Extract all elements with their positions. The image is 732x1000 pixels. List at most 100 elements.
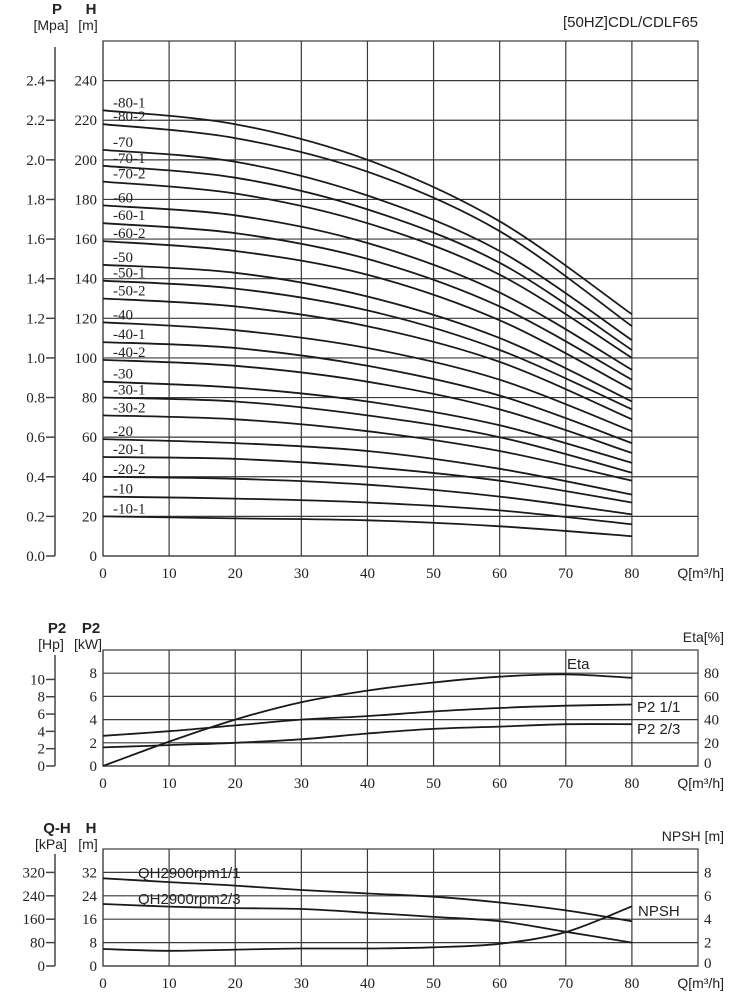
x-tick-label: 30	[294, 566, 309, 582]
curve-label: -40-1	[113, 327, 146, 343]
x-tick-label: 0	[99, 566, 107, 582]
x-tick-label: 50	[426, 566, 441, 582]
x-tick-label: 80	[624, 776, 639, 792]
outer-tick-label: 1.4	[26, 272, 45, 288]
x-tick-label: 10	[162, 776, 177, 792]
outer-axis-unit: [Mpa]	[33, 17, 68, 33]
right-tick-label: 40	[704, 713, 719, 729]
x-axis-label: Q[m³/h]	[677, 565, 724, 581]
series-line	[102, 673, 632, 767]
x-tick-label: 40	[360, 976, 375, 992]
curve-label: -50-2	[113, 284, 146, 300]
series-label: NPSH	[638, 903, 680, 920]
curve-label: -40-2	[113, 345, 146, 361]
series-line	[102, 164, 633, 351]
y-tick-label: 100	[75, 351, 98, 367]
left-axis-label: P2	[82, 620, 100, 637]
curve-label: -30	[113, 367, 133, 383]
y-tick-label: 40	[82, 470, 97, 486]
series-line	[102, 297, 633, 421]
series-line	[102, 703, 632, 737]
x-tick-label: 80	[624, 976, 639, 992]
y-tick-label: 120	[75, 311, 98, 327]
series-line	[102, 396, 633, 474]
right-axis-label: NPSH [m]	[662, 828, 724, 844]
outer-tick-label: 1.8	[26, 192, 45, 208]
left-axis-unit: [m]	[78, 17, 97, 33]
outer-tick-label: 4	[38, 724, 46, 740]
curve-label: -60	[113, 190, 133, 206]
y-tick-label: 60	[82, 430, 97, 446]
outer-axis-unit: [Hp]	[38, 636, 64, 652]
y-tick-label: 20	[82, 509, 97, 525]
x-tick-label: 30	[294, 976, 309, 992]
curve-label: -50-1	[113, 266, 146, 282]
curve-label: -10-1	[113, 501, 146, 517]
y-tick-label: 32	[82, 865, 97, 881]
outer-axis-unit: [kPa]	[35, 836, 67, 852]
series-line	[102, 279, 633, 411]
x-tick-label: 60	[492, 776, 507, 792]
x-tick-label: 40	[360, 566, 375, 582]
x-tick-label: 40	[360, 776, 375, 792]
x-tick-label: 20	[228, 566, 243, 582]
series-line	[102, 321, 633, 433]
y-tick-label: 0	[90, 759, 98, 775]
outer-tick-label: 2	[38, 742, 46, 758]
outer-tick-label: 160	[23, 912, 46, 928]
x-tick-label: 30	[294, 776, 309, 792]
series-line	[102, 905, 633, 952]
curve-label: -30-2	[113, 400, 146, 416]
series-line	[102, 903, 633, 944]
outer-tick-label: 320	[23, 865, 46, 881]
right-tick-label: 6	[704, 889, 712, 905]
y-tick-label: 6	[90, 689, 98, 705]
series-line	[102, 204, 633, 371]
y-tick-label: 0	[90, 549, 98, 565]
y-tick-label: 4	[90, 713, 98, 729]
outer-tick-label: 0.2	[26, 509, 45, 525]
y-tick-label: 16	[82, 912, 98, 928]
series-line	[102, 515, 632, 538]
chart-2: 0 10 20 30 40 50 60 70 80024680246810020406080Et…	[30, 620, 724, 792]
outer-tick-label: 0.4	[26, 470, 45, 486]
outer-tick-label: 1.2	[26, 311, 45, 327]
plot-frame	[102, 649, 699, 767]
x-tick-label: 20	[228, 976, 243, 992]
outer-tick-label: 2.4	[26, 74, 45, 90]
plot-frame	[102, 848, 699, 967]
right-tick-label: 20	[704, 736, 719, 752]
y-tick-label: 24	[82, 889, 98, 905]
series-line	[102, 341, 633, 444]
outer-tick-label: 10	[30, 672, 45, 688]
series-line	[102, 414, 633, 482]
x-axis-label: Q[m³/h]	[677, 975, 724, 991]
series-line	[102, 240, 633, 391]
outer-tick-label: 0	[38, 759, 46, 775]
series-line	[102, 438, 633, 496]
right-tick-label: 60	[704, 689, 719, 705]
y-tick-label: 8	[90, 936, 98, 952]
x-tick-label: 0	[99, 976, 107, 992]
curve-label: -20	[113, 424, 133, 440]
series-line	[102, 877, 633, 923]
y-tick-label: 140	[75, 272, 98, 288]
left-axis-unit: [kW]	[74, 636, 102, 652]
series-label: QH2900rpm2/3	[138, 891, 241, 908]
series-line	[102, 380, 633, 464]
outer-axis-label: P2	[48, 620, 66, 637]
y-tick-label: 240	[75, 74, 98, 90]
x-tick-label: 20	[228, 776, 243, 792]
outer-tick-label: 1.0	[26, 351, 45, 367]
x-tick-label: 10	[162, 566, 177, 582]
y-tick-label: 160	[75, 232, 98, 248]
left-axis-label: H	[86, 820, 97, 837]
x-tick-label: 60	[492, 566, 507, 582]
x-tick-label: 80	[624, 566, 639, 582]
right-tick-label: 0	[704, 756, 712, 772]
curve-label: -30-1	[113, 383, 146, 399]
right-tick-label: 80	[704, 666, 719, 682]
chart-3: 0 10 20 30 40 50 60 70 8008162432080160240320024…	[23, 820, 725, 992]
y-tick-label: 80	[82, 391, 97, 407]
outer-tick-label: 2.2	[26, 113, 45, 129]
